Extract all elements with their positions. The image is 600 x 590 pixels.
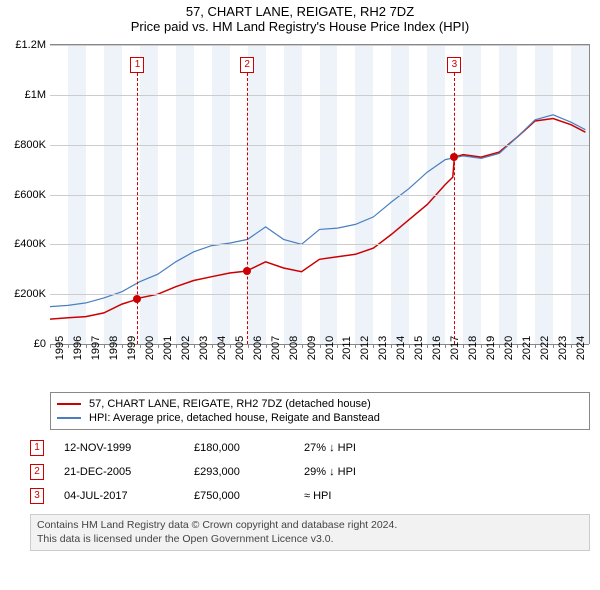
x-axis-label: 2004 [216,336,228,360]
sale-price: £750,000 [194,490,284,502]
x-axis-label: 2014 [395,336,407,360]
page-subtitle: Price paid vs. HM Land Registry's House … [0,19,600,34]
table-row: 1 12-NOV-1999 £180,000 27% ↓ HPI [30,436,590,460]
x-axis-label: 2017 [449,336,461,360]
x-axis-label: 2005 [234,336,246,360]
x-axis-label: 2007 [270,336,282,360]
sale-delta: 29% ↓ HPI [304,466,414,478]
x-axis-label: 2020 [503,336,515,360]
chart-marker-badge: 2 [240,57,254,73]
sale-price: £293,000 [194,466,284,478]
x-axis-label: 2016 [431,336,443,360]
table-row: 3 04-JUL-2017 £750,000 ≈ HPI [30,484,590,508]
y-axis-label: £200K [4,288,46,300]
x-axis-label: 2000 [144,336,156,360]
legend-swatch [57,417,81,419]
y-axis-label: £0 [4,338,46,350]
sale-date: 04-JUL-2017 [64,490,174,502]
footer-attribution: Contains HM Land Registry data © Crown c… [30,514,590,551]
x-axis-label: 2024 [575,336,587,360]
x-axis-label: 2002 [180,336,192,360]
footer-line: This data is licensed under the Open Gov… [37,533,583,547]
x-axis-labels: 1995199619971998199920002001200220032004… [50,344,590,388]
x-axis-label: 2011 [341,336,353,360]
legend-item: HPI: Average price, detached house, Reig… [57,411,583,425]
y-axis-label: £1M [4,89,46,101]
x-axis-label: 1997 [90,336,102,360]
sale-delta: 27% ↓ HPI [304,442,414,454]
y-axis-label: £600K [4,189,46,201]
y-axis-label: £400K [4,238,46,250]
x-axis-label: 2001 [162,336,174,360]
x-axis-label: 2006 [252,336,264,360]
sale-delta: ≈ HPI [304,490,414,502]
x-axis-label: 2013 [377,336,389,360]
y-axis-label: £1.2M [4,39,46,51]
x-axis-label: 2015 [413,336,425,360]
x-axis-label: 2003 [198,336,210,360]
marker-badge: 3 [30,488,44,504]
x-axis-label: 2018 [467,336,479,360]
x-axis-label: 2023 [557,336,569,360]
sales-table: 1 12-NOV-1999 £180,000 27% ↓ HPI 2 21-DE… [30,436,590,508]
chart-marker-badge: 1 [130,57,144,73]
sale-price: £180,000 [194,442,284,454]
legend-item: 57, CHART LANE, REIGATE, RH2 7DZ (detach… [57,397,583,411]
chart-marker-badge: 3 [447,57,461,73]
legend-label: 57, CHART LANE, REIGATE, RH2 7DZ (detach… [89,398,371,410]
x-axis-label: 2022 [539,336,551,360]
x-axis-label: 2019 [485,336,497,360]
legend: 57, CHART LANE, REIGATE, RH2 7DZ (detach… [50,392,590,430]
legend-swatch [57,403,81,405]
price-chart: £0£200K£400K£600K£800K£1M£1.2M123 [50,44,590,344]
x-axis-label: 2012 [359,336,371,360]
marker-badge: 2 [30,464,44,480]
x-axis-label: 2008 [288,336,300,360]
x-axis-label: 1996 [72,336,84,360]
sale-date: 12-NOV-1999 [64,442,174,454]
sale-date: 21-DEC-2005 [64,466,174,478]
x-axis-label: 1998 [108,336,120,360]
y-axis-label: £800K [4,139,46,151]
table-row: 2 21-DEC-2005 £293,000 29% ↓ HPI [30,460,590,484]
x-axis-label: 2009 [306,336,318,360]
x-axis-label: 1999 [126,336,138,360]
x-axis-label: 2010 [324,336,336,360]
marker-badge: 1 [30,440,44,456]
footer-line: Contains HM Land Registry data © Crown c… [37,519,583,533]
x-axis-label: 1995 [54,336,66,360]
x-axis-label: 2021 [521,336,533,360]
page-title: 57, CHART LANE, REIGATE, RH2 7DZ [0,4,600,19]
legend-label: HPI: Average price, detached house, Reig… [89,412,380,424]
